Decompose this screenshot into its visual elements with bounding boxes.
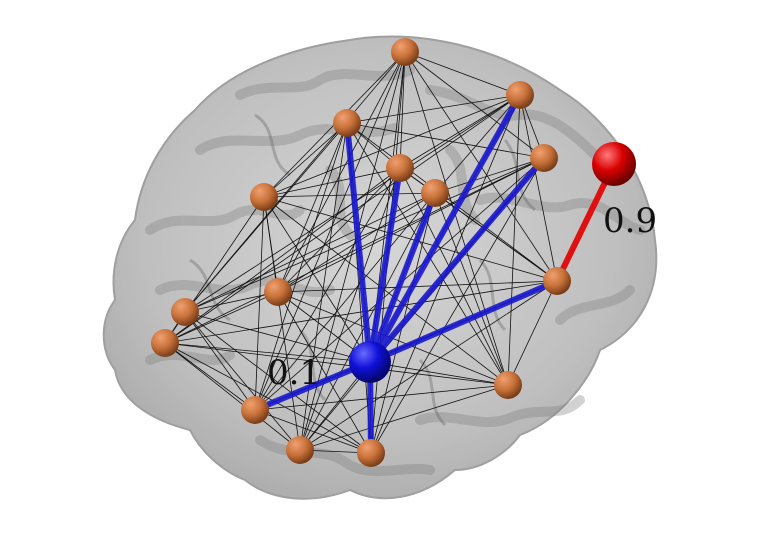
- mesh-edge: [370, 157, 545, 454]
- mesh-edge: [184, 311, 301, 451]
- mesh-edge: [254, 384, 509, 411]
- mesh-edge: [399, 51, 406, 169]
- mesh-edge: [184, 291, 279, 313]
- network-node: [494, 371, 522, 399]
- mesh-edge: [404, 51, 545, 159]
- mesh-edge: [164, 157, 545, 344]
- mesh-edge: [404, 51, 509, 386]
- mesh-edge: [299, 384, 509, 451]
- network-nodes: [151, 38, 571, 467]
- mesh-edge: [254, 51, 406, 411]
- mesh-edge: [164, 280, 558, 344]
- hub-edge: [367, 92, 523, 365]
- mesh-edge: [277, 122, 348, 293]
- mesh-edge: [254, 192, 436, 411]
- network-node: [530, 144, 558, 172]
- mesh-edge: [299, 122, 348, 451]
- mesh-edge: [369, 361, 509, 386]
- mesh-edge: [164, 342, 256, 411]
- network-node: [264, 278, 292, 306]
- network-node: [286, 436, 314, 464]
- mesh-edge: [164, 291, 279, 344]
- mesh-edge: [434, 94, 521, 194]
- mesh-edge: [164, 342, 509, 386]
- hub-edge: [367, 155, 547, 365]
- hub-edge: [344, 120, 373, 365]
- mesh-edge: [277, 280, 558, 293]
- mesh-edge: [277, 167, 401, 293]
- mesh-edge: [346, 122, 558, 282]
- mesh-edge: [263, 196, 301, 451]
- network-node: [171, 298, 199, 326]
- mesh-edge: [184, 311, 371, 363]
- external-weight-label: 0.9: [603, 201, 657, 241]
- network-node: [506, 81, 534, 109]
- network-node: [386, 154, 414, 182]
- network-node: [391, 38, 419, 66]
- mesh-edge: [254, 167, 401, 411]
- network-node: [421, 179, 449, 207]
- mesh-edge: [263, 196, 371, 363]
- mesh-edge: [399, 94, 521, 169]
- hub-node: [349, 341, 391, 383]
- mesh-edge: [254, 196, 265, 411]
- network-node: [250, 183, 278, 211]
- hub-edge: [367, 278, 560, 365]
- external-node: [592, 142, 636, 186]
- mesh-edge: [184, 157, 545, 313]
- mesh-edge: [164, 342, 301, 451]
- hub-edge: [367, 190, 438, 365]
- mesh-edge: [164, 342, 371, 363]
- hub-weight-label: 0.1: [267, 353, 321, 393]
- mesh-edge: [164, 167, 401, 344]
- network-node: [357, 439, 385, 467]
- mesh-edge: [404, 51, 521, 96]
- mesh-edge: [263, 196, 558, 282]
- mesh-edge: [184, 311, 372, 454]
- mesh-edge: [507, 280, 558, 386]
- mesh-edge: [254, 122, 348, 411]
- mesh-edge: [254, 409, 372, 454]
- mesh-edge: [299, 280, 558, 451]
- hub-edge: [367, 165, 403, 365]
- mesh-edge: [263, 192, 436, 198]
- mesh-edge: [346, 94, 521, 124]
- network-node: [241, 396, 269, 424]
- mesh-edge: [263, 122, 348, 198]
- mesh-edge: [519, 94, 558, 282]
- mesh-edge: [507, 94, 521, 386]
- network-node: [543, 267, 571, 295]
- mesh-edge: [277, 157, 545, 293]
- mesh-edge: [277, 291, 372, 454]
- network-node: [333, 109, 361, 137]
- mesh-edge: [299, 167, 401, 451]
- mesh-edge: [263, 94, 521, 198]
- brain-outline: [102, 35, 658, 500]
- mesh-edge: [164, 342, 372, 454]
- network-node: [151, 329, 179, 357]
- mesh-edge: [434, 157, 545, 194]
- brain-surface: [102, 35, 658, 500]
- mesh-edge: [184, 51, 406, 313]
- mesh-edge: [263, 196, 509, 386]
